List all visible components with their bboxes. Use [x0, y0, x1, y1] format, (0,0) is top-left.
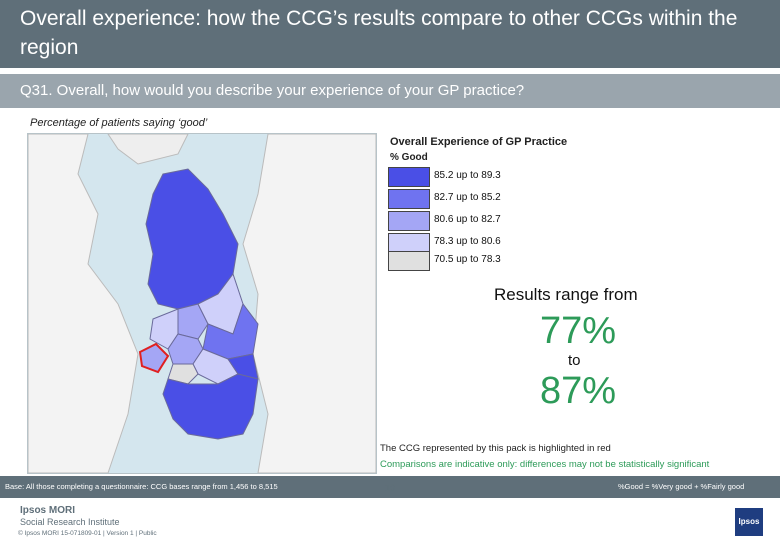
- base-bar: [0, 476, 780, 498]
- question-bar: [0, 74, 780, 108]
- results-min: 77%: [540, 310, 617, 352]
- legend-item: 80.6 up to 82.7: [388, 211, 588, 231]
- legend-item: 78.3 up to 80.6: [388, 233, 588, 253]
- map-region-south: [162, 373, 259, 440]
- base-text: Base: All those completing a questionnai…: [5, 482, 278, 491]
- region-map-graphic: [28, 134, 376, 473]
- legend-label: 82.7 up to 85.2: [434, 192, 501, 203]
- results-max: 87%: [540, 370, 617, 412]
- footer: [0, 498, 780, 540]
- legend-swatch: [388, 167, 430, 187]
- legend-swatch: [388, 233, 430, 253]
- title-bar: [0, 0, 780, 68]
- page-title: Overall experience: how the CCG’s result…: [20, 7, 738, 59]
- results-to: to: [568, 352, 581, 369]
- legend-swatch: [388, 211, 430, 231]
- legend-item: 70.5 up to 78.3: [388, 251, 588, 271]
- page-number: 10: [385, 483, 396, 493]
- highlight-note: The CCG represented by this pack is high…: [380, 443, 611, 454]
- map-subtitle: Percentage of patients saying ‘good’: [30, 117, 208, 129]
- legend-label: 85.2 up to 89.3: [434, 170, 501, 181]
- map-region: [167, 363, 199, 385]
- region-map: [27, 133, 377, 474]
- good-definition: %Good = %Very good + %Fairly good: [618, 482, 745, 491]
- legend-swatch: [388, 251, 430, 271]
- copyright: © Ipsos MORI 15-071809-01 | Version 1 | …: [18, 530, 157, 537]
- legend-item: 85.2 up to 89.3: [388, 167, 588, 187]
- question-text: Q31. Overall, how would you describe you…: [20, 82, 525, 99]
- results-range-label: Results range from: [494, 285, 638, 304]
- legend-swatch: [388, 189, 430, 209]
- legend-label: 78.3 up to 80.6: [434, 236, 501, 247]
- comparison-note: Comparisons are indicative only: differe…: [380, 459, 710, 470]
- legend-title: Overall Experience of GP Practice: [390, 136, 568, 148]
- map-legend: Overall Experience of GP Practice % Good…: [380, 133, 600, 273]
- legend-label: 80.6 up to 82.7: [434, 214, 501, 225]
- ipsos-logo-label: Ipsos: [738, 517, 760, 526]
- sri-logo-text: Social Research Institute: [20, 517, 120, 527]
- legend-subtitle: % Good: [390, 152, 428, 163]
- highlighted-ccg-region: [138, 342, 170, 374]
- legend-item: 82.7 up to 85.2: [388, 189, 588, 209]
- ipsos-mori-logo-text: Ipsos MORI: [20, 505, 76, 516]
- legend-label: 70.5 up to 78.3: [434, 254, 501, 265]
- ipsos-logo-icon: Ipsos: [735, 508, 763, 536]
